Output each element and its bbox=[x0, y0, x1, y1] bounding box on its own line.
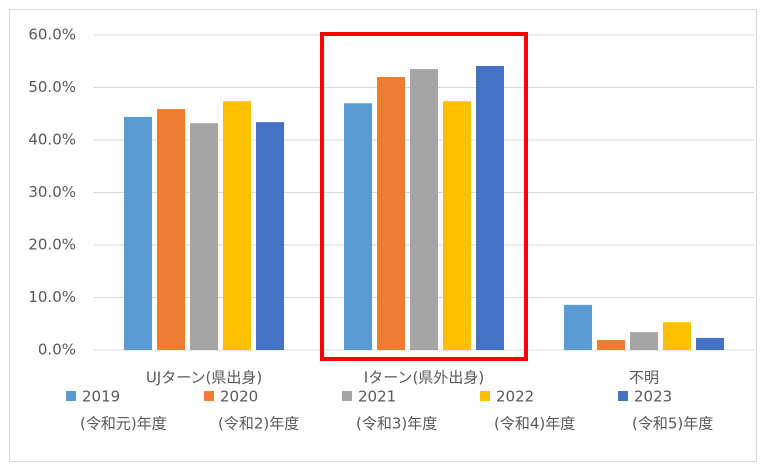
legend-swatch bbox=[66, 391, 76, 401]
y-tick-label: 50.0% bbox=[28, 78, 76, 96]
bar bbox=[597, 340, 625, 350]
legend-sublabel: (令和元)年度 bbox=[80, 415, 167, 433]
y-tick-label: 20.0% bbox=[28, 236, 76, 254]
legend-label: 2019 bbox=[82, 388, 120, 406]
bar bbox=[630, 332, 658, 350]
bar bbox=[256, 122, 284, 351]
legend-label: 2023 bbox=[634, 388, 672, 406]
y-tick-label: 40.0% bbox=[28, 131, 76, 149]
y-tick-label: 0.0% bbox=[38, 341, 76, 359]
legend-label: 2021 bbox=[358, 388, 396, 406]
legend-sublabel: (令和5)年度 bbox=[632, 415, 713, 433]
bar bbox=[157, 109, 185, 351]
legend-swatch bbox=[480, 391, 490, 401]
bar bbox=[663, 322, 691, 350]
legend-sublabel: (令和2)年度 bbox=[218, 415, 299, 433]
bar bbox=[223, 101, 251, 351]
y-tick-label: 60.0% bbox=[28, 26, 76, 44]
bar bbox=[190, 123, 218, 350]
bar bbox=[443, 101, 471, 351]
x-tick-label: UJターン(県出身) bbox=[146, 369, 262, 387]
bar bbox=[124, 116, 152, 351]
x-tick-label: Iターン(県外出身) bbox=[364, 369, 484, 387]
legend-label: 2020 bbox=[220, 388, 258, 406]
legend-sublabel: (令和3)年度 bbox=[356, 415, 437, 433]
legend-swatch bbox=[618, 391, 628, 401]
y-tick-label: 30.0% bbox=[28, 183, 76, 201]
bar bbox=[344, 103, 372, 350]
highlight-box bbox=[320, 32, 528, 361]
legend-label: 2022 bbox=[496, 388, 534, 406]
bar bbox=[377, 77, 405, 350]
legend-sublabel: (令和4)年度 bbox=[494, 415, 575, 433]
bar bbox=[564, 304, 592, 350]
legend-swatch bbox=[204, 391, 214, 401]
legend-swatch bbox=[342, 391, 352, 401]
bar bbox=[410, 69, 438, 350]
y-tick-label: 10.0% bbox=[28, 288, 76, 306]
bar bbox=[696, 337, 724, 350]
x-tick-label: 不明 bbox=[629, 369, 659, 387]
bar bbox=[476, 65, 504, 350]
